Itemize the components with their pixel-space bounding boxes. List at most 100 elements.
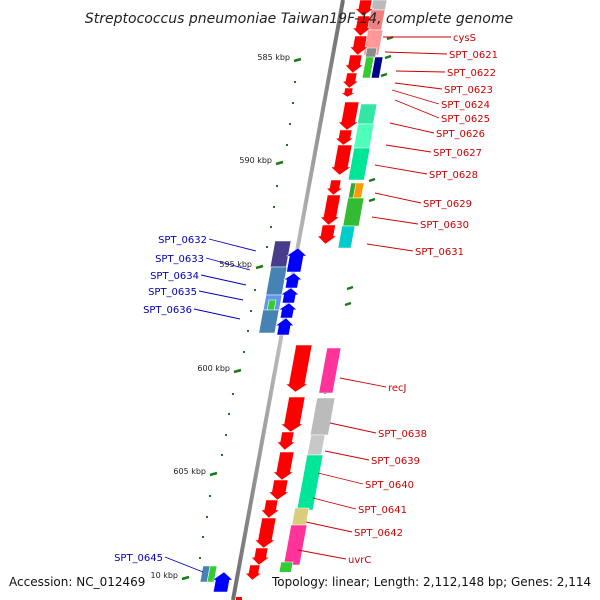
label-leader: [371, 216, 419, 225]
scale-dot: [266, 246, 268, 248]
gene-arrow-forward: [340, 87, 356, 98]
gene-label-spt_0641: SPT_0641: [358, 505, 407, 516]
scale-dot: [286, 144, 288, 146]
cog-block: [370, 0, 388, 11]
label-leader: [384, 51, 448, 55]
gene-arrow-forward: [268, 479, 290, 501]
gene-label-spt_0627: SPT_0627: [433, 148, 482, 159]
gene-arrow-forward: [276, 431, 296, 451]
label-leader: [394, 82, 443, 90]
accession-text: Accession: NC_012469: [9, 575, 145, 589]
gene-arrow-forward: [334, 129, 355, 146]
scale-dot: [294, 81, 296, 83]
gene-arrow-forward: [285, 344, 313, 393]
gene-label-cyss: cysS: [453, 33, 476, 44]
scale-tick-label: 610 kbp: [145, 571, 178, 580]
gene-arrow-forward: [236, 597, 242, 600]
scale-dot: [209, 495, 211, 497]
gene-arrow-reverse: [285, 247, 308, 273]
gene-arrow-forward: [344, 54, 364, 74]
label-leader: [374, 164, 428, 175]
scale-tick-label: 605 kbp: [173, 467, 206, 476]
track-tick: [346, 285, 354, 291]
scale-dot: [232, 393, 234, 395]
cog-block: [199, 565, 211, 583]
cog-block: [283, 524, 308, 566]
scale-dot: [228, 413, 230, 415]
scale-dot: [247, 330, 249, 332]
scale-dot: [250, 310, 252, 312]
cog-block: [306, 434, 326, 456]
scale-dot: [292, 102, 294, 104]
scale-tick: [181, 575, 190, 581]
track-tick: [380, 72, 388, 78]
cog-block: [342, 197, 365, 227]
gene-arrows: [211, 0, 375, 600]
scale-tick: [293, 57, 302, 63]
gene-label-spt_0638: SPT_0638: [378, 429, 427, 440]
gene-label-spt_0626: SPT_0626: [436, 129, 485, 140]
map-title: Streptococcus pneumoniae Taiwan19F-14, c…: [85, 11, 513, 27]
scale-dot: [273, 206, 275, 208]
cog-block: [364, 47, 378, 59]
label-leader: [164, 556, 204, 573]
gene-arrow-reverse: [211, 571, 234, 593]
scale-dot: [276, 185, 278, 187]
gene-label-recj: recJ: [388, 383, 407, 394]
track-tick: [368, 177, 376, 183]
track-tick: [368, 197, 376, 203]
gene-label-spt_0630: SPT_0630: [420, 220, 469, 231]
gene-label-spt_0621: SPT_0621: [449, 50, 498, 61]
scale-dot: [254, 289, 256, 291]
gene-arrow-forward: [337, 101, 360, 131]
scale-tick-label: 595 kbp: [219, 260, 252, 269]
cog-block: [337, 225, 356, 249]
gene-arrow-forward: [244, 564, 263, 581]
gene-label-spt_0642: SPT_0642: [354, 528, 403, 539]
gene-label-spt_0639: SPT_0639: [371, 456, 420, 467]
gene-arrow-forward: [260, 499, 280, 519]
gene-label-uvrc: uvrC: [348, 555, 371, 566]
scale-tick: [209, 471, 218, 477]
label-leader: [339, 377, 387, 388]
scale-tick-label: 585 kbp: [257, 53, 290, 62]
gene-label-spt_0635: SPT_0635: [148, 287, 197, 298]
gene-arrow-forward: [352, 15, 372, 37]
scale-dot: [289, 123, 291, 125]
scale-dot: [225, 434, 227, 436]
label-leader: [329, 422, 377, 434]
gene-label-spt_0629: SPT_0629: [423, 199, 472, 210]
label-leader: [205, 257, 251, 271]
cog-block: [347, 147, 371, 181]
gene-label-spt_0640: SPT_0640: [365, 480, 414, 491]
label-leader: [208, 238, 257, 252]
scale-tick-label: 600 kbp: [197, 364, 230, 373]
gene-arrow-forward: [250, 547, 271, 566]
scale-dot: [199, 557, 201, 559]
gene-label-spt_0634: SPT_0634: [150, 271, 199, 282]
label-leader: [305, 521, 353, 533]
gene-label-spt_0632: SPT_0632: [158, 235, 207, 246]
gene-arrow-reverse: [279, 287, 300, 304]
gene-arrow-forward: [330, 144, 353, 176]
scale-dot: [202, 536, 204, 538]
label-leader: [394, 99, 440, 119]
label-leader: [312, 497, 357, 510]
cog-blocks: [199, 0, 388, 583]
label-leader: [200, 274, 247, 286]
gene-label-spt_0636: SPT_0636: [143, 305, 192, 316]
label-leader: [297, 549, 347, 560]
scale-dot: [221, 454, 223, 456]
gene-label-spt_0623: SPT_0623: [444, 85, 493, 96]
label-leader: [374, 192, 422, 204]
gene-label-spt_0624: SPT_0624: [441, 100, 490, 111]
gene-arrow-reverse: [277, 302, 298, 319]
track-tick: [384, 54, 392, 60]
gene-arrow-forward: [354, 0, 375, 17]
label-leader: [366, 243, 414, 252]
gene-arrow-reverse: [282, 272, 303, 289]
gene-label-spt_0633: SPT_0633: [155, 254, 204, 265]
cog-block: [309, 397, 336, 436]
gene-arrow-forward: [316, 224, 338, 245]
